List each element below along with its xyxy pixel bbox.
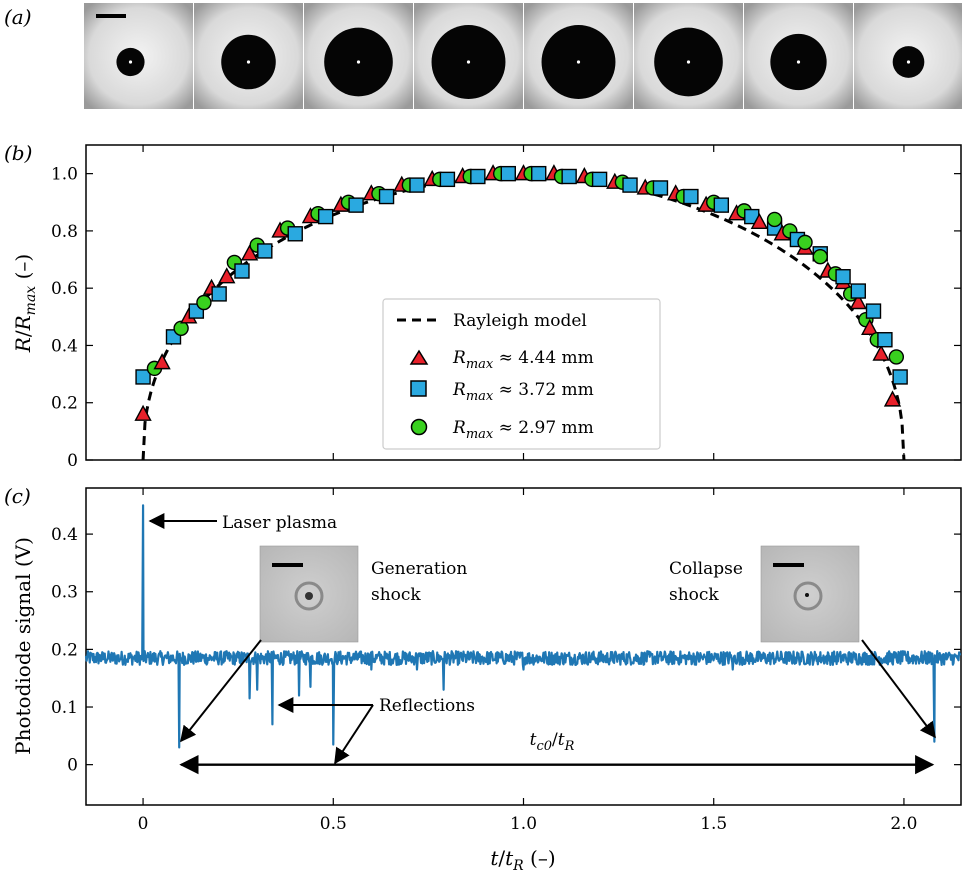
- bubble-glint: [686, 60, 691, 64]
- legend-marker-circle: [410, 418, 428, 436]
- circle-marker: [888, 349, 905, 365]
- square-marker: [378, 188, 395, 205]
- triangle-marker: [218, 267, 236, 284]
- square-marker: [850, 283, 866, 299]
- legend-s3-label: Rmax ≈ 2.97 mm: [452, 418, 594, 442]
- radius-ytick-label: 0.6: [51, 279, 78, 299]
- signal-ytick-label: 0: [67, 756, 78, 776]
- legend-marker-square: [410, 380, 427, 397]
- square-marker: [409, 177, 425, 193]
- legend-box: [382, 298, 661, 450]
- bubble-glint: [128, 60, 133, 64]
- radius-ytick-label: 0.8: [51, 222, 78, 242]
- bubble-glint: [466, 60, 471, 64]
- photodiode-plot-xlabel: t/tR (–): [490, 846, 555, 874]
- triangle-marker: [750, 212, 769, 230]
- signal-ytick-label: 0.1: [51, 698, 78, 718]
- circle-marker: [797, 234, 813, 251]
- legend-s2-label: Rmax ≈ 3.72 mm: [452, 380, 594, 404]
- square-marker: [877, 332, 893, 348]
- square-marker: [652, 180, 669, 196]
- reflections-arrow-2: [334, 704, 374, 765]
- radius-ytick-label: 0: [67, 451, 78, 471]
- square-marker: [865, 303, 882, 319]
- legend-model-label: Rayleigh model: [453, 311, 587, 331]
- generation-shock-label-2: shock: [371, 585, 421, 605]
- radius-plot: 0 0.2 0.4 0.6 0.8 1.0 R/Rmax (–) Rayleigh mod…: [11, 144, 962, 471]
- signal-ytick-label: 0.3: [51, 583, 78, 603]
- square-marker: [135, 369, 151, 385]
- photodiode-plot: 0 0.1 0.2 0.3 0.4 0 0.5 1.0 1.5 2.0 Photodiode si…: [11, 487, 962, 874]
- photodiode-signal-line: [84, 504, 962, 749]
- legend-marker-triangle: [409, 349, 429, 365]
- signal-xtick-label: 1.0: [510, 814, 537, 834]
- signal-ytick-label: 0.4: [51, 525, 78, 545]
- triangle-marker: [872, 344, 890, 361]
- generation-shock-arrow: [180, 639, 262, 743]
- panel-label-b: (b): [4, 141, 32, 165]
- circle-marker: [812, 248, 828, 265]
- radius-plot-ylabel: R/Rmax (–): [11, 254, 39, 353]
- signal-xtick-label: 1.5: [700, 814, 727, 834]
- triangle-marker: [849, 293, 867, 310]
- circle-marker: [766, 211, 783, 228]
- square-marker: [892, 369, 908, 385]
- signal-xtick-label: 0: [138, 814, 149, 834]
- radius-plot-ticks: 0 0.2 0.4 0.6 0.8 1.0: [51, 145, 961, 471]
- bubble-glint: [906, 60, 911, 64]
- collapse-shock-inset: [760, 545, 860, 643]
- laser-plasma-label: Laser plasma: [222, 513, 337, 533]
- square-marker: [622, 177, 638, 193]
- triangle-marker: [883, 390, 902, 407]
- tc0-label: tc0/tR: [530, 730, 575, 754]
- panel-label-c: (c): [4, 484, 31, 508]
- square-marker: [591, 171, 608, 188]
- bubble-glint: [246, 60, 251, 64]
- photodiode-plot-ylabel: Photodiode signal (V): [11, 537, 35, 755]
- bubble-image-strip: [84, 3, 962, 109]
- triangle-marker: [240, 244, 259, 261]
- square-marker: [317, 208, 334, 225]
- triangle-marker: [861, 318, 879, 335]
- triangle-marker: [134, 404, 152, 421]
- circle-marker: [173, 320, 189, 336]
- square-marker: [287, 226, 303, 242]
- reflections-label: Reflections: [379, 696, 475, 716]
- square-marker: [439, 171, 456, 188]
- radius-ytick-label: 1.0: [51, 165, 78, 185]
- radius-plot-markers: [134, 164, 908, 421]
- square-marker: [561, 168, 577, 185]
- circle-marker: [196, 294, 212, 311]
- square-marker: [531, 165, 547, 182]
- legend-s1-label: Rmax ≈ 4.44 mm: [452, 348, 594, 372]
- square-marker: [500, 165, 516, 182]
- square-marker: [713, 197, 730, 213]
- generation-shock-label-1: Generation: [371, 559, 467, 579]
- bubble-glint: [576, 60, 581, 64]
- signal-xtick-label: 0.5: [320, 814, 347, 834]
- photodiode-plot-frame: [85, 487, 962, 806]
- collapse-shock-label-1: Collapse: [669, 559, 743, 579]
- photodiode-plot-ticks: 0 0.1 0.2 0.3 0.4 0 0.5 1.0 1.5 2.0: [51, 488, 961, 834]
- square-marker: [234, 263, 250, 279]
- square-marker: [211, 286, 227, 302]
- signal-ytick-label: 0.2: [51, 640, 78, 660]
- generation-shock-inset: [259, 545, 359, 643]
- square-marker: [683, 188, 699, 205]
- square-marker: [470, 168, 486, 185]
- radius-plot-legend: Rayleigh model Rmax ≈ 4.44 mm Rmax ≈ 3.7…: [382, 298, 661, 450]
- bubble-glint: [356, 60, 361, 64]
- panel-label-a: (a): [4, 5, 32, 29]
- collapse-shock-arrow: [861, 639, 936, 739]
- radius-ytick-label: 0.4: [51, 336, 78, 356]
- triangle-marker: [153, 353, 171, 370]
- radius-ytick-label: 0.2: [51, 394, 78, 414]
- square-marker: [348, 197, 364, 213]
- square-marker: [835, 269, 851, 285]
- bubble-glint: [796, 60, 801, 64]
- square-marker: [257, 243, 273, 259]
- signal-xtick-label: 2.0: [890, 814, 917, 834]
- collapse-shock-label-2: shock: [669, 585, 719, 605]
